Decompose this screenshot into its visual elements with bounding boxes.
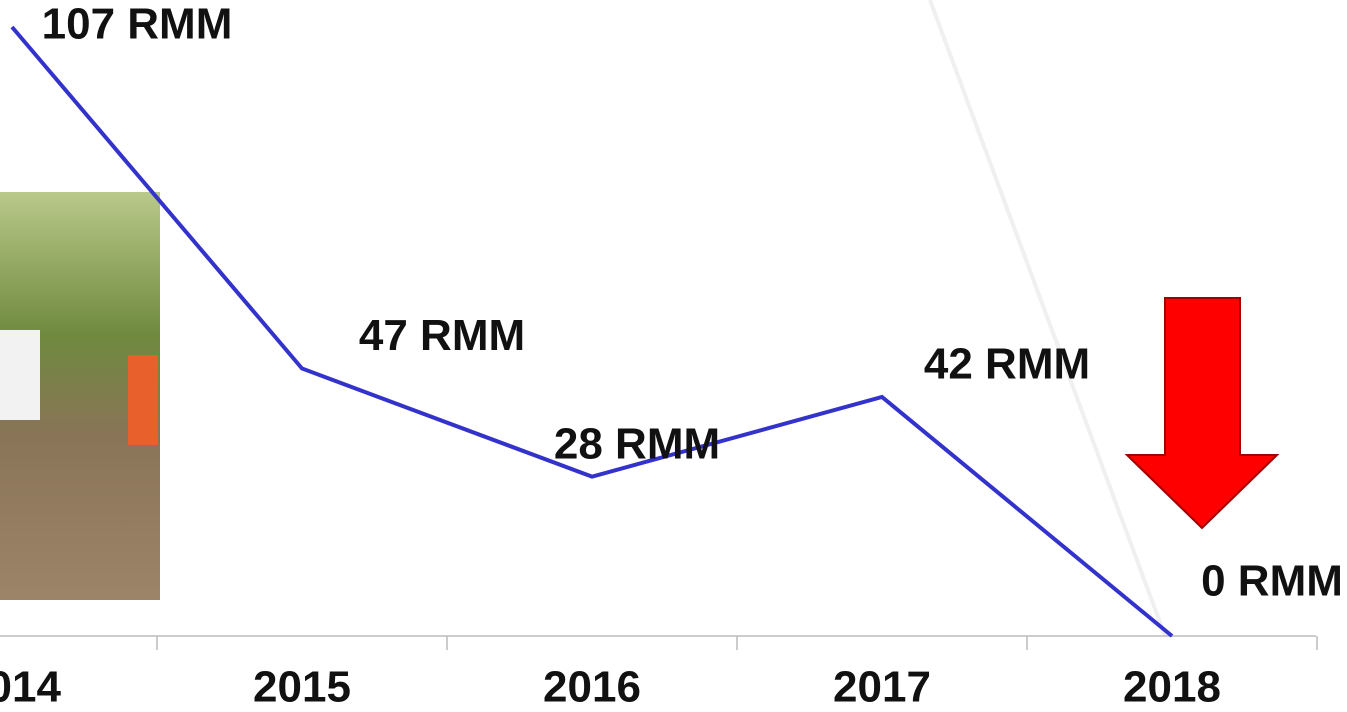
data-label: 107 RMM [42, 0, 233, 49]
data-line [10, 25, 1174, 638]
x-tick-label: 2014 [0, 663, 61, 712]
data-label: 28 RMM [554, 419, 720, 468]
data-label: 0 RMM [1201, 557, 1343, 606]
photo-chair [128, 355, 158, 445]
down-arrow [1124, 297, 1280, 530]
x-tick-label: 2016 [543, 663, 641, 712]
photo-figure [0, 330, 40, 420]
x-tick-label: 2015 [253, 663, 351, 712]
data-label: 47 RMM [359, 311, 525, 360]
x-tick-label: 2018 [1123, 663, 1221, 712]
data-label: 42 RMM [924, 340, 1090, 389]
faint-line [928, 0, 1167, 637]
x-tick-label: 2017 [833, 663, 931, 712]
